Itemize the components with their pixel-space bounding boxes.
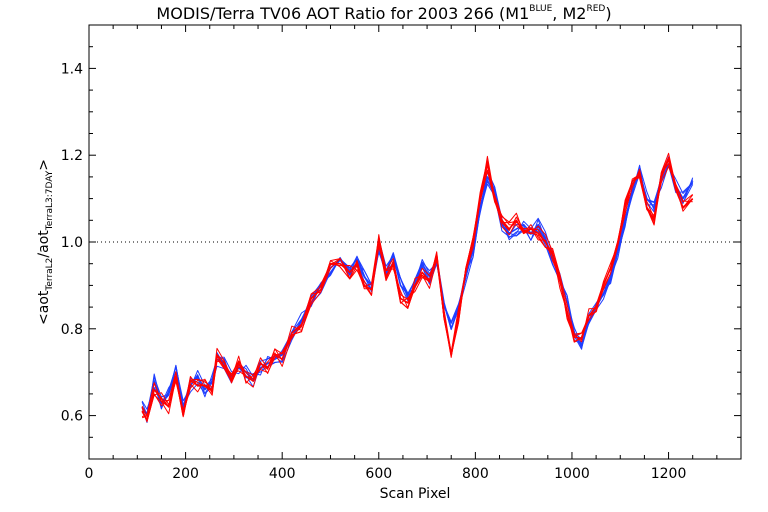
ylabel-sub1: TerraL2: [45, 258, 55, 292]
y-axis-title: <aotTerraL2/aotTerraL3:7DAY>: [36, 159, 55, 325]
title-m2-sup: RED: [586, 4, 605, 14]
x-axis-title: Scan Pixel: [380, 486, 451, 502]
series-line-m1: [141, 156, 694, 414]
x-tick-label: 1000: [554, 466, 590, 482]
title-m1-sup: BLUE: [529, 4, 552, 14]
y-tick-label: 1.2: [61, 148, 83, 164]
chart-title: MODIS/Terra TV06 AOT Ratio for 2003 266 …: [156, 4, 611, 23]
series-line-m2: [141, 166, 694, 419]
x-tick-label: 1200: [651, 466, 687, 482]
series-m1-blue-lines: [141, 156, 694, 423]
series-line-m1: [141, 164, 694, 423]
x-axis-ticks: 0 200 400 600 800 1000 1200: [85, 25, 718, 482]
x-tick-label: 400: [269, 466, 296, 482]
series-m2-red-lines: [141, 152, 694, 423]
x-tick-label: 800: [462, 466, 489, 482]
y-tick-label: 0.6: [61, 409, 83, 425]
series-line-m1: [142, 163, 694, 414]
ylabel-mid: /aot: [36, 230, 52, 258]
y-tick-label: 0.8: [61, 322, 83, 338]
ylabel-sub2: TerraL3:7DAY: [45, 170, 55, 231]
series-line-m1: [141, 164, 694, 416]
y-tick-label: 1.0: [61, 235, 83, 251]
x-tick-label: 200: [172, 466, 199, 482]
ylabel-close: >: [36, 159, 52, 171]
series-line-m2: [141, 152, 694, 417]
series-line-m2: [141, 155, 693, 423]
series-line-m1: [141, 163, 694, 417]
series-line-m2: [141, 158, 694, 421]
ylabel-open: <aot: [36, 290, 52, 325]
title-main: MODIS/Terra TV06 AOT Ratio for 2003 266 …: [156, 4, 529, 23]
y-tick-label: 1.4: [61, 61, 83, 77]
title-sep: , M2: [552, 4, 586, 23]
title-close: ): [605, 4, 611, 23]
series-line-m2: [141, 158, 694, 422]
x-tick-label: 600: [365, 466, 392, 482]
x-tick-label: 0: [85, 466, 94, 482]
y-axis-ticks: 0.6 0.8 1.0 1.2 1.4: [61, 46, 741, 438]
